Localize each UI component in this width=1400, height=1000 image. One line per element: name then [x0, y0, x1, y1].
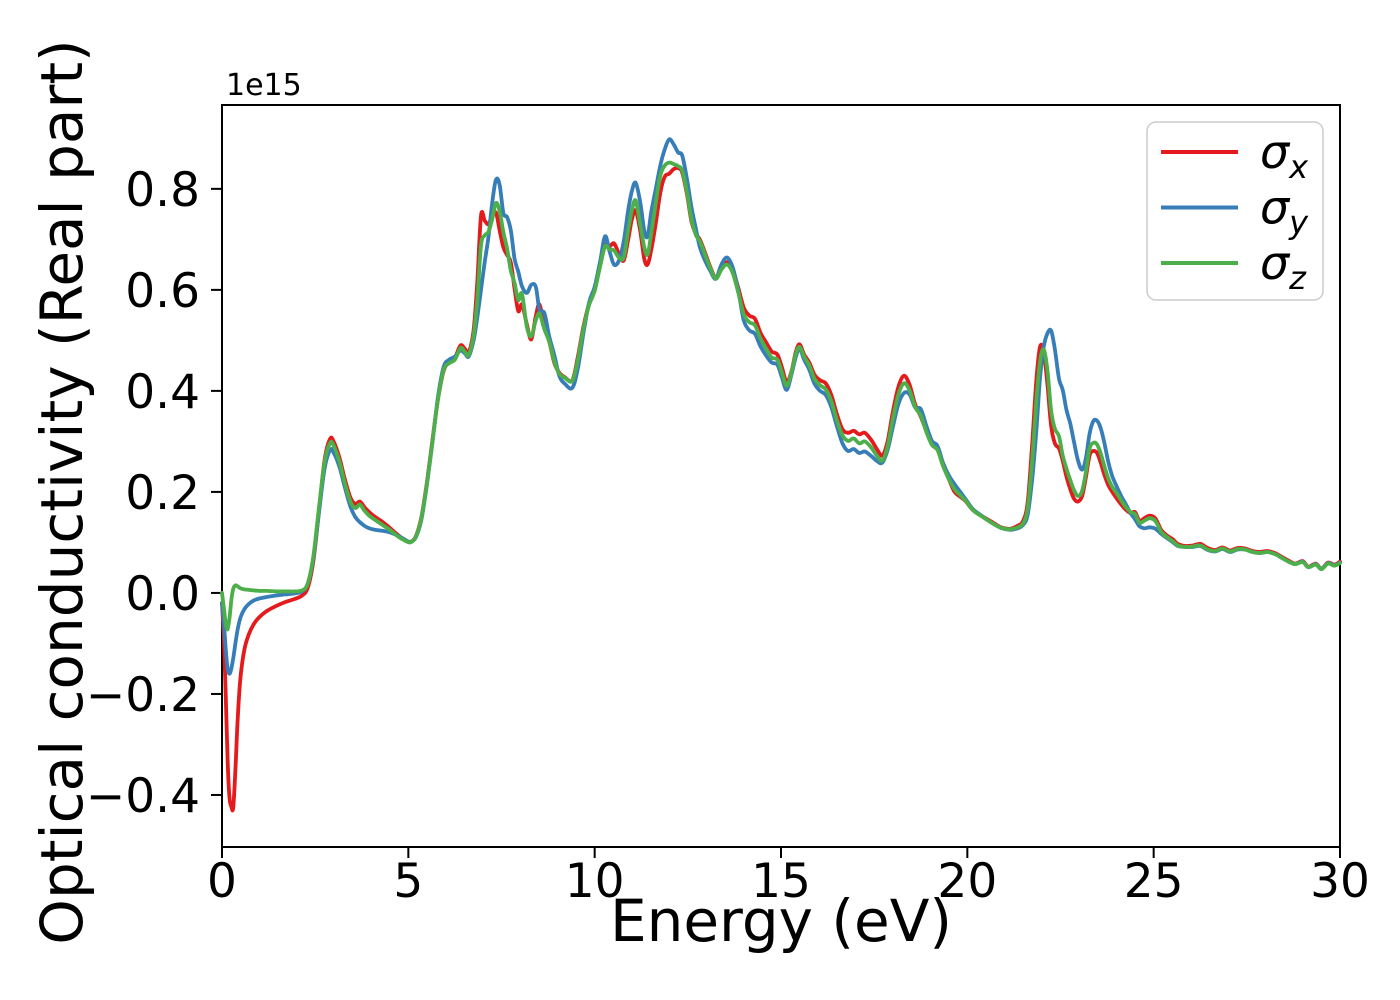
curve-sigma-z [220, 160, 1342, 632]
y-axis-label: Optical conductivity (Real part) [28, 39, 96, 945]
x-tick-label: 25 [1124, 854, 1184, 909]
y-tick-label: 0.2 [125, 466, 200, 521]
legend-box [1146, 121, 1324, 301]
y-tick-label: 0.0 [125, 567, 200, 622]
y-tick-label: 0.6 [125, 264, 200, 319]
y-tick-label: −0.4 [86, 769, 200, 824]
x-tick-label: 20 [937, 854, 997, 909]
x-tick-label: 0 [207, 854, 237, 909]
y-axis-offset-text: 1e15 [226, 68, 302, 103]
x-axis-label: Energy (eV) [609, 887, 953, 955]
x-tick-label: 10 [565, 854, 625, 909]
x-tick-label: 30 [1310, 854, 1370, 909]
x-tick-label: 15 [751, 854, 811, 909]
x-tick-label: 5 [393, 854, 423, 909]
y-tick-label: 0.8 [125, 163, 200, 218]
y-tick-label: −0.2 [86, 668, 200, 723]
y-tick-label: 0.4 [125, 365, 200, 420]
